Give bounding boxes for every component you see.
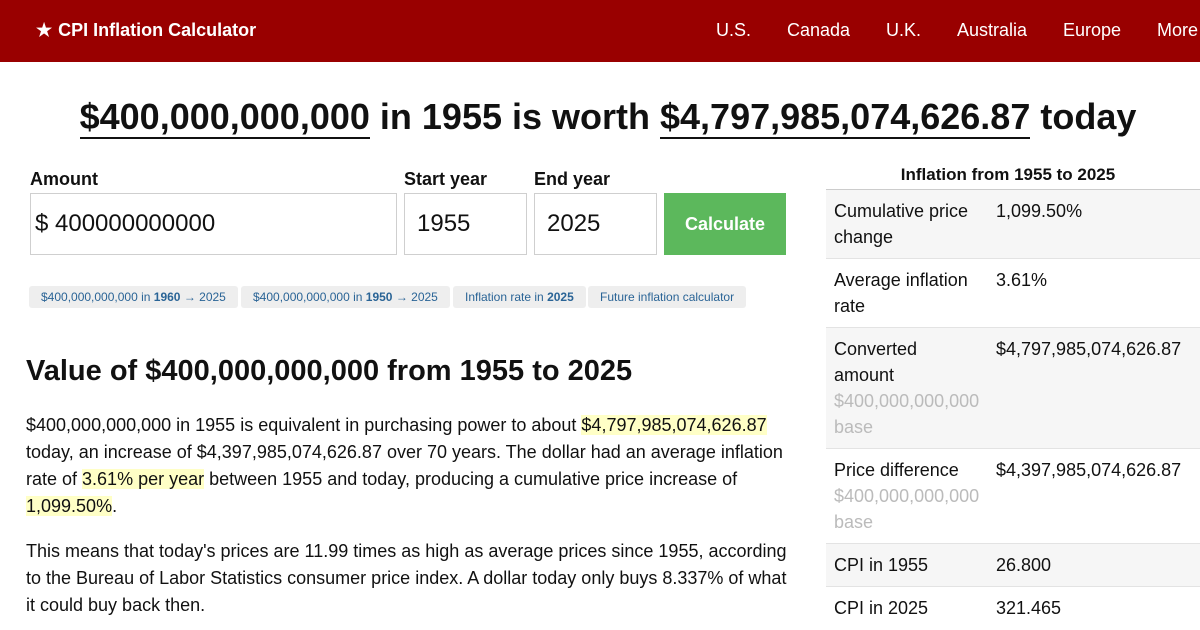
row-label: CPI in 2025: [826, 586, 988, 629]
table-row: CPI in 2025 321.465: [826, 586, 1200, 629]
summary-text: .: [112, 496, 118, 516]
row-label-text: CPI in 2025: [834, 598, 929, 618]
row-label-text: Converted amount: [834, 339, 918, 385]
amount-input[interactable]: [55, 194, 385, 254]
table-row: Average inflation rate 3.61%: [826, 258, 1200, 328]
row-label: Price difference $400,000,000,000 base: [826, 448, 988, 544]
nav-link-more[interactable]: More: [1157, 20, 1199, 40]
quick-link-year: 2025: [547, 290, 574, 304]
row-sublabel: $400,000,000,000 base: [834, 486, 980, 532]
top-navigation-bar: ★ CPI Inflation Calculator U.S. Canada U.…: [0, 0, 1200, 62]
headline-text: in 1955 is worth: [369, 96, 660, 137]
quick-link-year: 1950: [365, 290, 393, 304]
site-title: CPI Inflation Calculator: [58, 20, 257, 40]
amount-label: Amount: [30, 169, 98, 189]
row-label: Average inflation rate: [826, 258, 988, 328]
quick-link-future-calculator[interactable]: Future inflation calculator: [588, 286, 747, 308]
row-label-text: Cumulative price change: [834, 201, 969, 247]
table-row: Converted amount $400,000,000,000 base $4…: [826, 327, 1200, 449]
nav-link-europe[interactable]: Europe: [1063, 20, 1122, 40]
currency-symbol: $: [35, 210, 49, 237]
end-year-input[interactable]: [534, 193, 657, 255]
highlight-converted: $4,797,985,074,626.87: [581, 415, 767, 435]
quick-link-text: $400,000,000,000 in: [41, 290, 154, 304]
table-row: CPI in 1955 26.800: [826, 543, 1200, 587]
row-label-text: CPI in 1955: [834, 555, 929, 575]
headline-result: $4,797,985,074,626.87: [660, 96, 1031, 139]
end-year-label: End year: [534, 169, 611, 189]
quick-link-suffix: → 2025: [180, 290, 226, 304]
amount-field[interactable]: $: [30, 193, 397, 255]
headline-amount: $400,000,000,000: [79, 96, 370, 139]
section-heading: Value of $400,000,000,000 from 1955 to 2…: [26, 355, 633, 387]
summary-text: $400,000,000,000 in 1955 is equivalent i…: [26, 415, 582, 435]
quick-link-inflation-rate[interactable]: Inflation rate in 2025: [453, 286, 586, 308]
table-row: Cumulative price change 1,099.50%: [826, 189, 1200, 259]
calculate-button[interactable]: Calculate: [664, 193, 786, 255]
quick-link-year: 1960: [153, 290, 181, 304]
quick-link-1960[interactable]: $400,000,000,000 in 1960 → 2025: [29, 286, 238, 308]
row-value: $4,397,985,074,626.87: [988, 448, 1200, 544]
row-value: 1,099.50%: [988, 189, 1200, 259]
row-label: Cumulative price change: [826, 189, 988, 259]
page-title: $400,000,000,000 in 1955 is worth $4,797…: [0, 96, 1200, 139]
summary-text: between 1955 and today, producing a cumu…: [204, 469, 738, 489]
summary-text: today, an increase of $4,397,985,074,626…: [26, 442, 783, 489]
start-year-label: Start year: [404, 169, 488, 189]
nav-link-canada[interactable]: Canada: [787, 20, 851, 40]
row-value: 26.800: [988, 543, 1200, 587]
summary-paragraph: $400,000,000,000 in 1955 is equivalent i…: [26, 412, 796, 520]
quick-link-text: Future inflation calculator: [600, 290, 735, 304]
row-label-text: Price difference: [834, 460, 959, 480]
row-label-text: Average inflation rate: [834, 270, 968, 316]
row-value: 321.465: [988, 586, 1200, 629]
table-row: Price difference $400,000,000,000 base $4…: [826, 448, 1200, 544]
quick-link-suffix: → 2025: [392, 290, 438, 304]
quick-link-text: $400,000,000,000 in: [253, 290, 366, 304]
inflation-summary-table: Cumulative price change 1,099.50% Averag…: [826, 189, 1200, 629]
quick-link-text: Inflation rate in: [465, 290, 548, 304]
nav-link-australia[interactable]: Australia: [957, 20, 1028, 40]
highlight-rate: 3.61% per year: [82, 469, 205, 489]
site-logo-link[interactable]: ★ CPI Inflation Calculator: [36, 20, 256, 41]
row-label: CPI in 1955: [826, 543, 988, 587]
nav-link-uk[interactable]: U.K.: [886, 20, 922, 40]
row-value: $4,797,985,074,626.87: [988, 327, 1200, 449]
sidebar-title: Inflation from 1955 to 2025: [900, 165, 1116, 184]
row-label: Converted amount $400,000,000,000 base: [826, 327, 988, 449]
star-icon: ★: [36, 20, 53, 40]
row-value: 3.61%: [988, 258, 1200, 328]
nav-link-us[interactable]: U.S.: [716, 20, 752, 40]
row-sublabel: $400,000,000,000 base: [834, 391, 980, 437]
headline-suffix: today: [1030, 96, 1137, 137]
quick-link-1950[interactable]: $400,000,000,000 in 1950 → 2025: [241, 286, 450, 308]
start-year-input[interactable]: [404, 193, 527, 255]
highlight-cumulative: 1,099.50%: [26, 496, 113, 516]
explanation-paragraph: This means that today's prices are 11.99…: [26, 541, 787, 615]
